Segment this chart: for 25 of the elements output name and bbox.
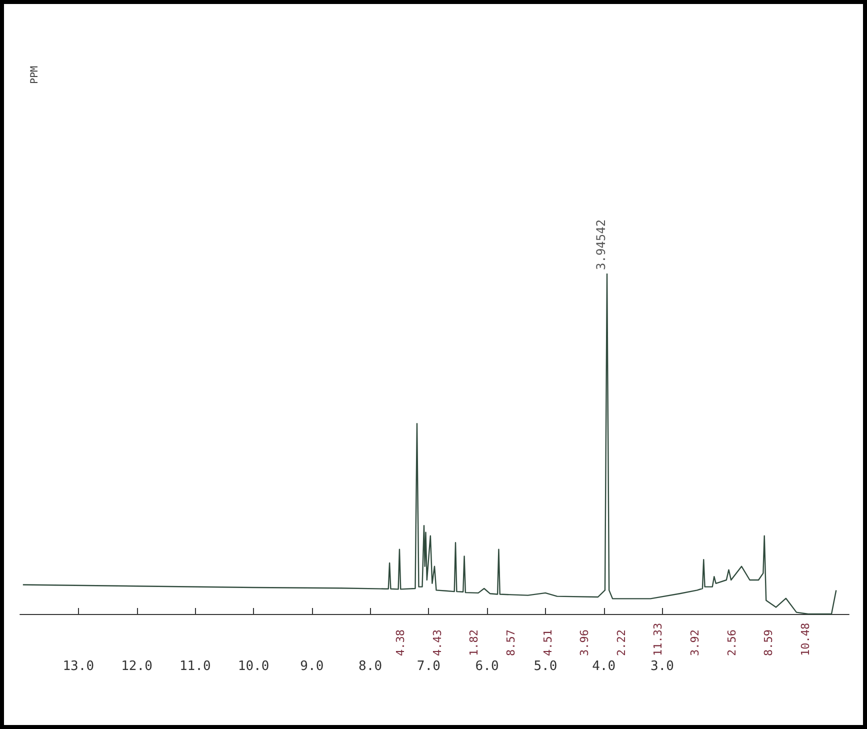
x-tick-label: 8.0: [358, 659, 382, 674]
text: 2.22: [614, 630, 628, 656]
text: 3.92: [688, 630, 702, 656]
text: 10.48: [799, 622, 812, 656]
x-tick-label: 13.0: [62, 659, 94, 674]
text: 3.96: [578, 630, 592, 656]
text: 8.57: [504, 630, 518, 656]
x-tick-label: 11.0: [179, 659, 211, 674]
text: 2.56: [725, 630, 738, 656]
x-tick-label: 5.0: [534, 659, 558, 674]
x-tick-label: 6.0: [475, 659, 499, 674]
x-tick-label: 10.0: [238, 659, 270, 674]
text: 11.33: [652, 622, 665, 656]
x-tick-label: 7.0: [416, 659, 440, 674]
text: 4.51: [541, 630, 554, 656]
text: PPM: [30, 66, 40, 84]
x-tick-label: 9.0: [300, 659, 324, 674]
text: 1.82: [468, 630, 481, 656]
x-tick-label: 12.0: [121, 659, 152, 674]
x-tick-label: 4.0: [592, 659, 616, 674]
text: 8.59: [762, 630, 776, 656]
x-tick-label: 3.0: [650, 659, 674, 674]
annotation: 3.94542: [594, 219, 608, 270]
text: 4.38: [394, 630, 407, 656]
text: 4.43: [430, 630, 444, 656]
